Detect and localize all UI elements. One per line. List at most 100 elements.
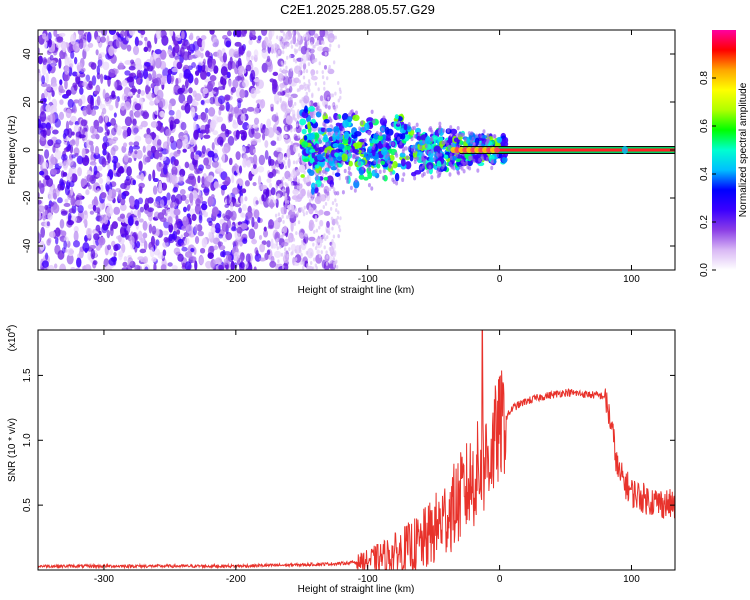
spectrogram-cell (96, 36, 101, 43)
spectrogram-cell (379, 131, 383, 137)
spectrogram-cell (173, 208, 181, 216)
spectrogram-cell (280, 183, 283, 188)
spectrogram-cell (229, 113, 234, 118)
spectrogram-cell (288, 97, 291, 102)
spectrogram-cell (287, 30, 291, 37)
spectrogram-y-ticks: -40 -20 0 20 40 (22, 48, 675, 253)
spectrogram-cell (478, 157, 482, 163)
spectrogram-cell (335, 202, 338, 207)
spectrogram-cell (89, 125, 95, 134)
spectrogram-cell (460, 166, 464, 171)
spectrogram-cell (122, 261, 128, 268)
spectrogram-cell (297, 178, 300, 183)
spectrogram-cell (157, 212, 165, 220)
spectrogram-cell (337, 44, 341, 49)
spectrogram-cell (276, 195, 279, 200)
spectrogram-cell (332, 234, 336, 239)
spectrogram-cell (46, 238, 51, 246)
spectrogram-cell (225, 231, 233, 241)
spectrogram-cell (66, 158, 74, 166)
spectrogram-cell (124, 70, 131, 76)
spectrogram-cell (124, 230, 129, 240)
spectrogram-cell (158, 161, 162, 168)
spectrogram-cell (154, 77, 162, 87)
spectrogram-cell (154, 48, 162, 55)
spectrogram-cell (279, 82, 286, 89)
spectrogram-cell (324, 201, 328, 206)
spectrogram-cell (227, 135, 235, 146)
y-tick-label: 0.5 (22, 498, 33, 512)
spectrogram-cell (128, 216, 134, 227)
spectrogram-cell (322, 235, 325, 240)
spectrogram-cell (137, 89, 142, 95)
spectrogram-cell (448, 172, 452, 177)
spectrogram-cell (425, 136, 431, 145)
spectrogram-cell (58, 162, 64, 167)
spectrogram-cell (287, 200, 290, 205)
spectrogram-cell (228, 157, 233, 166)
spectrogram-cell (130, 88, 138, 93)
spectrogram-cell (293, 113, 296, 118)
spectrogram-cell (193, 129, 199, 140)
spectrogram-cell (258, 154, 266, 166)
spectrogram-cell (144, 197, 149, 207)
spectrogram-cell (368, 166, 372, 172)
spectrogram-cell (137, 209, 142, 220)
spectrogram-cell (252, 154, 258, 165)
spectrogram-cell (136, 174, 144, 179)
spectrogram-cell (250, 55, 255, 61)
spectrogram-cell (181, 30, 185, 40)
spectrogram-cell (283, 247, 287, 252)
spectrogram-cell (71, 138, 75, 144)
spectrogram-cell (45, 128, 51, 137)
spectrogram-cell (342, 119, 349, 128)
spectrogram-cell (233, 251, 240, 261)
spectrogram-cell (70, 33, 76, 45)
spectrogram-cell (241, 30, 247, 37)
spectrogram-cell (118, 250, 124, 258)
spectrogram-cell (324, 128, 328, 133)
spectrogram-cell (413, 156, 417, 162)
spectrogram-cell (181, 39, 188, 47)
spectrogram-cell (332, 143, 339, 148)
spectrogram-cell (319, 193, 322, 198)
spectrogram-cell (204, 107, 209, 114)
spectrogram-cell (281, 214, 284, 219)
spectrogram-cell (90, 62, 97, 70)
spectrogram-cell (137, 230, 143, 241)
spectrogram-cell (203, 213, 208, 218)
spectrogram-cell (269, 182, 273, 189)
spectrogram-cell (244, 180, 250, 187)
spectrogram-cell (201, 237, 208, 248)
spectrogram-cell (471, 136, 475, 142)
spectrogram-cell (112, 136, 119, 142)
spectrogram-cell (201, 145, 206, 155)
spectrogram-cell (78, 38, 84, 50)
spectrogram-cell (202, 87, 209, 95)
spectrogram-cell (330, 93, 333, 98)
spectrogram-cell (106, 175, 111, 185)
spectrogram-cell (490, 165, 494, 171)
spectrogram-cell (295, 197, 298, 202)
spectrogram-cell (328, 187, 332, 192)
spectrogram-cell (90, 99, 94, 111)
spectrogram-cell (295, 123, 299, 128)
spectrogram-cell (95, 172, 103, 178)
spectrogram-cell (292, 34, 297, 45)
spectrogram-cell (78, 72, 86, 78)
spectrogram-cell (316, 210, 320, 215)
spectrogram-cell (201, 112, 209, 123)
spectrogram-cell (170, 202, 178, 209)
spectrogram-cell (475, 133, 479, 138)
spectrogram-cell (304, 180, 307, 185)
spectrogram-cell (294, 59, 298, 64)
spectrogram-cell (170, 194, 176, 203)
spectrogram-cell (283, 75, 290, 86)
spectrogram-cell (240, 223, 248, 230)
steady-line-core (460, 148, 675, 152)
spectrogram-cell (269, 260, 277, 268)
spectrogram-cell (314, 263, 318, 268)
spectrogram-cell (143, 46, 149, 52)
spectrogram-cell (331, 201, 335, 206)
spectrogram-cell (287, 115, 290, 120)
